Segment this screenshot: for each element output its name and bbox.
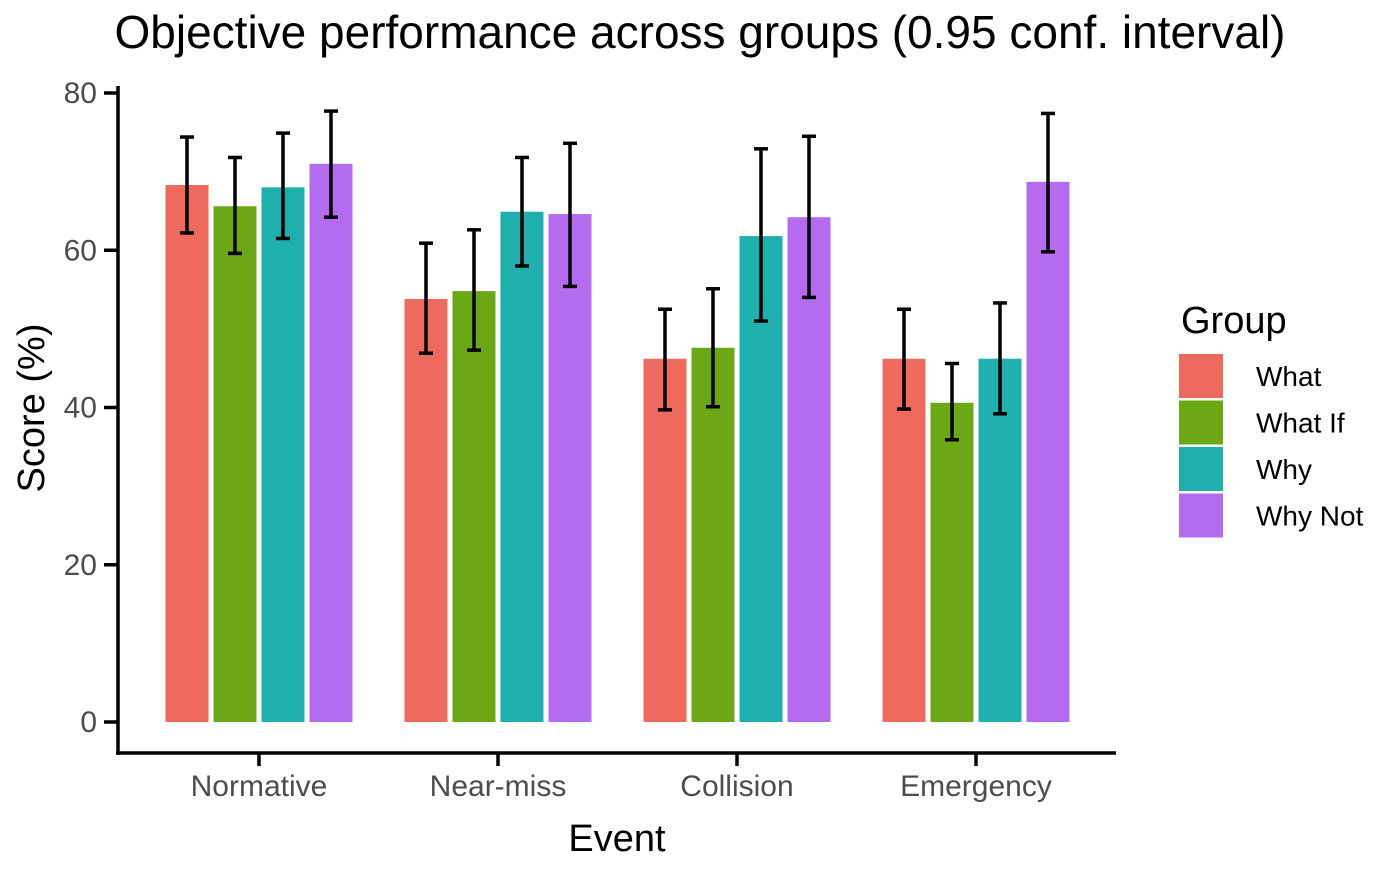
error-bar-why-not-normative xyxy=(324,109,338,219)
x-axis-title: Event xyxy=(568,818,666,860)
bar-what-emergency xyxy=(882,358,926,722)
error-bar-what-if-emergency xyxy=(945,361,959,442)
error-bar-why-near-miss xyxy=(515,155,529,268)
legend-swatch-what xyxy=(1179,354,1223,398)
legend-label-what-if: What If xyxy=(1256,408,1345,439)
y-tick-label-60: 60 xyxy=(64,234,97,267)
x-tick-label-normative: Normative xyxy=(191,770,328,803)
error-bar-why-collision xyxy=(754,147,768,323)
bar-why-near-miss xyxy=(500,211,544,722)
bar-why-normative xyxy=(261,187,305,723)
bar-what-if-near-miss xyxy=(452,291,496,722)
legend-label-what: What xyxy=(1256,361,1322,392)
y-tick-label-80: 80 xyxy=(64,77,97,110)
y-tick-label-40: 40 xyxy=(64,392,97,425)
x-tick-label-collision: Collision xyxy=(680,770,793,803)
bar-what-if-normative xyxy=(213,206,257,723)
bar-what-normative xyxy=(165,184,209,722)
legend-label-why: Why xyxy=(1256,454,1312,485)
legend-swatch-why xyxy=(1179,447,1223,491)
chart-title: Objective performance across groups (0.9… xyxy=(115,6,1286,58)
legend: What What If Why Why Not xyxy=(1179,354,1364,538)
legend-swatch-what-if xyxy=(1179,400,1223,445)
error-bar-what-if-collision xyxy=(706,287,720,409)
bar-what-if-emergency xyxy=(930,402,974,722)
error-bar-what-emergency xyxy=(897,307,911,411)
error-bar-why-emergency xyxy=(993,301,1007,416)
error-bar-what-if-near-miss xyxy=(467,228,481,352)
x-tick-label-emergency: Emergency xyxy=(900,770,1052,803)
x-tick-label-near-miss: Near-miss xyxy=(430,770,567,803)
error-bar-why-not-collision xyxy=(802,134,816,300)
bar-why-not-normative xyxy=(309,163,353,722)
error-bar-why-not-emergency xyxy=(1041,111,1055,254)
y-tick-label-0: 0 xyxy=(80,706,97,739)
error-bar-what-collision xyxy=(658,307,672,412)
error-bar-why-not-near-miss xyxy=(563,141,577,289)
legend-swatch-why-not xyxy=(1179,493,1223,538)
bar-what-near-miss xyxy=(404,298,448,722)
error-bar-what-if-normative xyxy=(228,155,242,256)
y-tick-label-20: 20 xyxy=(64,549,97,582)
bar-why-not-collision xyxy=(787,217,831,723)
plot-area: 0 20 40 60 80 Normative Near-miss Collision Emer… xyxy=(64,77,1116,803)
bar-why-not-emergency xyxy=(1026,181,1070,722)
bar-what-if-collision xyxy=(691,347,735,722)
error-bar-what-near-miss xyxy=(419,241,433,355)
bar-what-collision xyxy=(643,358,687,722)
y-axis-title: Score (%) xyxy=(11,324,53,493)
error-bar-what-normative xyxy=(180,135,194,235)
bar-why-emergency xyxy=(978,358,1022,722)
error-bar-why-normative xyxy=(276,131,290,241)
legend-label-why-not: Why Not xyxy=(1256,501,1364,532)
legend-title: Group xyxy=(1181,300,1287,342)
bar-why-not-near-miss xyxy=(548,214,592,722)
